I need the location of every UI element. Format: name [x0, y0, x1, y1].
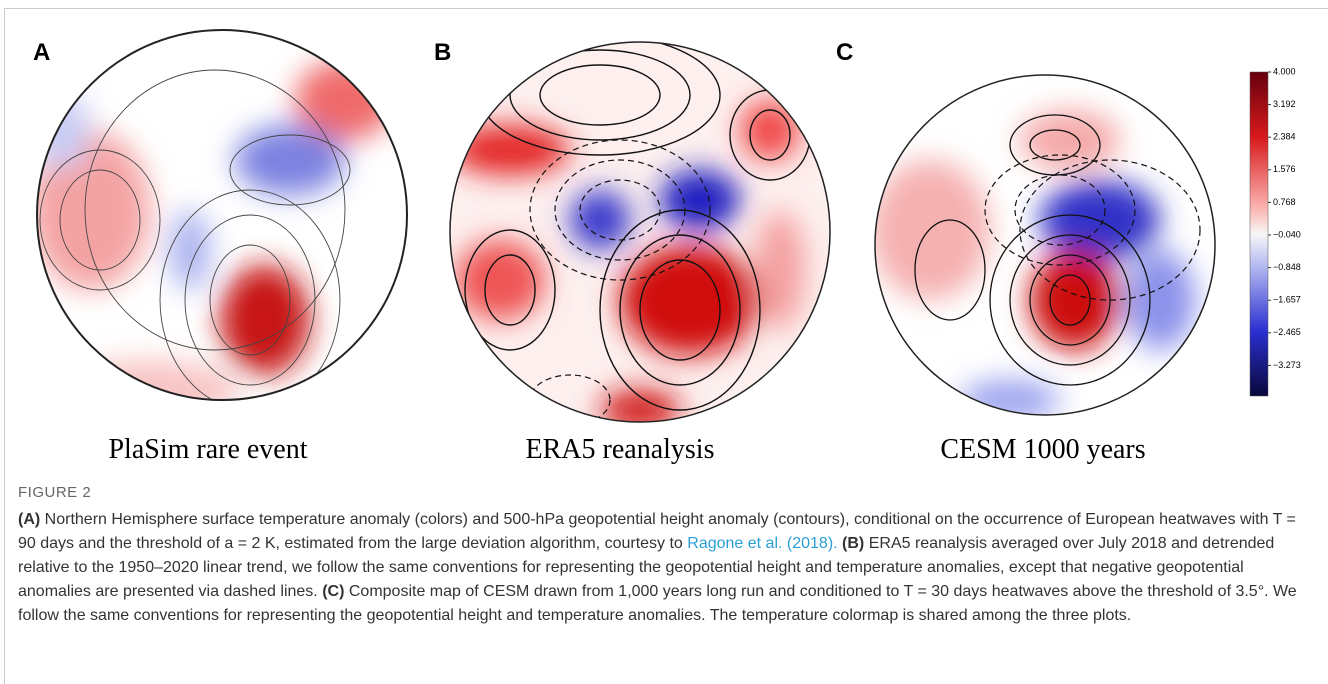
caption-label: (A) — [18, 511, 41, 528]
colorbar — [1249, 71, 1269, 397]
figure: A B C PlaSim rare event ERA5 reanalysis … — [33, 29, 1301, 465]
panel-letter: B — [434, 39, 451, 66]
colorbar-tick-label: 4.000 — [1273, 66, 1296, 76]
panel-label: ERA5 reanalysis — [526, 434, 715, 465]
colorbar-tick-label: −1.657 — [1273, 295, 1301, 305]
panel-label: CESM 1000 years — [940, 434, 1145, 465]
map-b — [450, 42, 830, 422]
panel-letter: C — [836, 39, 853, 66]
caption: (A) Northern Hemisphere surface temperat… — [18, 508, 1314, 628]
caption-text: Composite map of CESM drawn from 1,000 y… — [18, 583, 1297, 624]
colorbar-ticks: 4.000 3.192 2.384 1.576 0.768 −0.040 −0.848 −1.… — [1268, 66, 1301, 370]
colorbar-tick-label: −2.465 — [1273, 327, 1301, 337]
colorbar-tick-label: 2.384 — [1273, 132, 1296, 142]
map-c — [875, 75, 1215, 415]
caption-text: Northern Hemisphere surface temperature … — [18, 511, 1296, 552]
colorbar-tick-label: 0.768 — [1273, 197, 1296, 207]
panel-letter: A — [33, 39, 50, 66]
figure-label: FIGURE 2 — [18, 484, 92, 501]
colorbar-tick-label: −0.040 — [1273, 229, 1301, 239]
citation-link[interactable]: Ragone et al. (2018). — [687, 535, 838, 552]
panel-label: PlaSim rare event — [108, 434, 307, 465]
colorbar-tick-label: 3.192 — [1273, 99, 1296, 109]
colorbar-tick-label: 1.576 — [1273, 164, 1296, 174]
caption-label: (B) — [842, 535, 865, 552]
colorbar-tick-label: −3.273 — [1273, 360, 1301, 370]
frame — [4, 8, 1328, 684]
caption-text: ERA5 reanalysis averaged over July 2018 … — [18, 535, 1275, 600]
caption-label: (C) — [322, 583, 345, 600]
colorbar-tick-label: −0.848 — [1273, 262, 1301, 272]
